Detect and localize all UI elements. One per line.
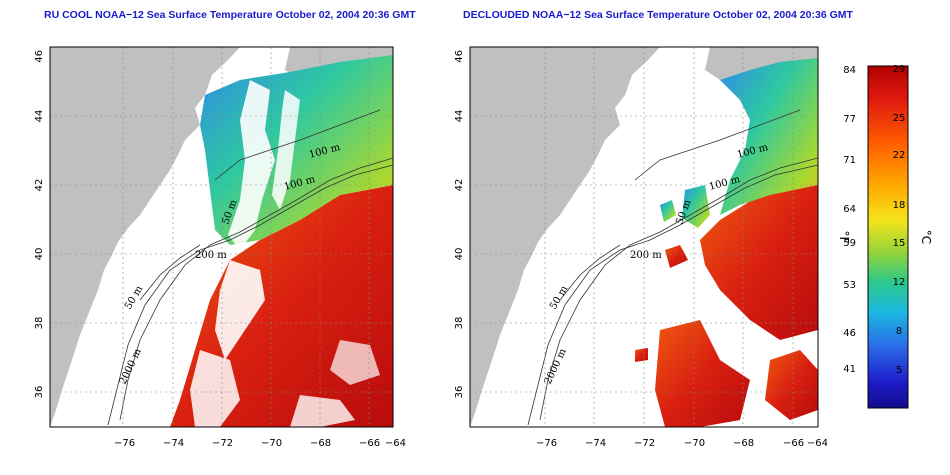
celsius-unit-label: °C — [919, 230, 933, 244]
land-mass-declouded — [470, 47, 660, 427]
panel-title-declouded: DECLOUDED NOAA−12 Sea Surface Temperatur… — [463, 9, 853, 21]
colorbar-fahrenheit-ticks: 84 77 71 64 59 53 46 41 — [843, 65, 856, 375]
fahrenheit-tick: 71 — [843, 155, 856, 166]
fahrenheit-tick: 77 — [843, 114, 856, 125]
lon-tick-label: −66 — [783, 438, 804, 449]
sst-map-raw: 100 m 100 m 200 m 50 m 50 m 2000 m −76 −… — [34, 46, 406, 449]
fahrenheit-tick: 46 — [843, 328, 856, 339]
lon-axis-raw: −76 −74 −72 −70 −68 −66 −64 — [114, 438, 406, 449]
lat-tick-label: 38 — [454, 317, 465, 330]
lat-tick-label: 44 — [34, 110, 45, 123]
warm-water-declouded — [635, 185, 818, 427]
celsius-tick: 18 — [893, 200, 906, 211]
shelf-water-declouded — [660, 58, 818, 228]
lat-tick-label: 38 — [34, 317, 45, 330]
lon-tick-label: −72 — [634, 438, 655, 449]
lat-tick-label: 36 — [454, 386, 465, 399]
lat-tick-label: 46 — [34, 50, 45, 63]
lat-axis-declouded: 36 38 40 42 44 46 — [454, 50, 465, 398]
graticule-declouded — [470, 47, 818, 427]
lat-tick-label: 42 — [454, 179, 465, 192]
lat-tick-label: 42 — [34, 179, 45, 192]
lon-tick-label: −68 — [310, 438, 331, 449]
lat-tick-label: 46 — [454, 50, 465, 63]
cloud-cover-raw — [190, 80, 380, 427]
panel-title-raw: RU COOL NOAA−12 Sea Surface Temperature … — [44, 9, 416, 21]
lon-tick-label: −76 — [536, 438, 557, 449]
fahrenheit-tick: 53 — [843, 280, 856, 291]
lon-tick-label: −66 — [359, 438, 380, 449]
lat-tick-label: 40 — [34, 248, 45, 261]
contour-label: 200 m — [630, 250, 662, 261]
lon-tick-label: −70 — [261, 438, 282, 449]
colorbar: 84 77 71 64 59 53 46 41 29 25 22 18 15 1… — [837, 64, 933, 409]
lat-axis-raw: 36 38 40 42 44 46 — [34, 50, 45, 398]
celsius-tick: 25 — [893, 113, 906, 124]
celsius-tick: 22 — [893, 150, 906, 161]
lon-tick-label: −64 — [385, 438, 406, 449]
fahrenheit-unit-label: °F — [837, 231, 851, 244]
fahrenheit-tick: 59 — [843, 238, 856, 249]
fahrenheit-tick: 84 — [843, 65, 856, 76]
bathymetry-contours-raw — [107, 109, 393, 426]
land-northeast-declouded — [705, 47, 818, 85]
lon-tick-label: −74 — [163, 438, 184, 449]
fahrenheit-tick: 64 — [843, 204, 856, 215]
colorbar-gradient — [867, 65, 909, 409]
celsius-tick: 8 — [896, 326, 902, 337]
celsius-tick: 5 — [896, 365, 902, 376]
land-mass-raw — [50, 47, 240, 427]
graticule-raw — [50, 47, 393, 427]
bathymetry-contours-declouded — [527, 109, 818, 426]
lon-axis-declouded: −76 −74 −72 −70 −68 −66 −64 — [536, 438, 828, 449]
contour-label: 200 m — [195, 250, 227, 261]
colorbar-celsius-ticks: 29 25 22 18 15 12 8 5 — [893, 64, 906, 376]
lon-tick-label: −68 — [733, 438, 754, 449]
lon-tick-label: −72 — [212, 438, 233, 449]
fahrenheit-tick: 41 — [843, 364, 856, 375]
lon-tick-label: −76 — [114, 438, 135, 449]
celsius-tick: 12 — [893, 277, 906, 288]
celsius-tick: 29 — [893, 64, 906, 75]
sst-map-declouded: 100 m 100 m 200 m 50 m 50 m 2000 m −76 −… — [454, 46, 828, 449]
lon-tick-label: −74 — [585, 438, 606, 449]
map-frame-raw — [49, 46, 394, 428]
lon-tick-label: −64 — [807, 438, 828, 449]
map-frame-declouded — [469, 46, 819, 428]
lat-tick-label: 44 — [454, 110, 465, 123]
lat-tick-label: 40 — [454, 248, 465, 261]
lon-tick-label: −70 — [684, 438, 705, 449]
lat-tick-label: 36 — [34, 386, 45, 399]
celsius-tick: 15 — [893, 238, 906, 249]
